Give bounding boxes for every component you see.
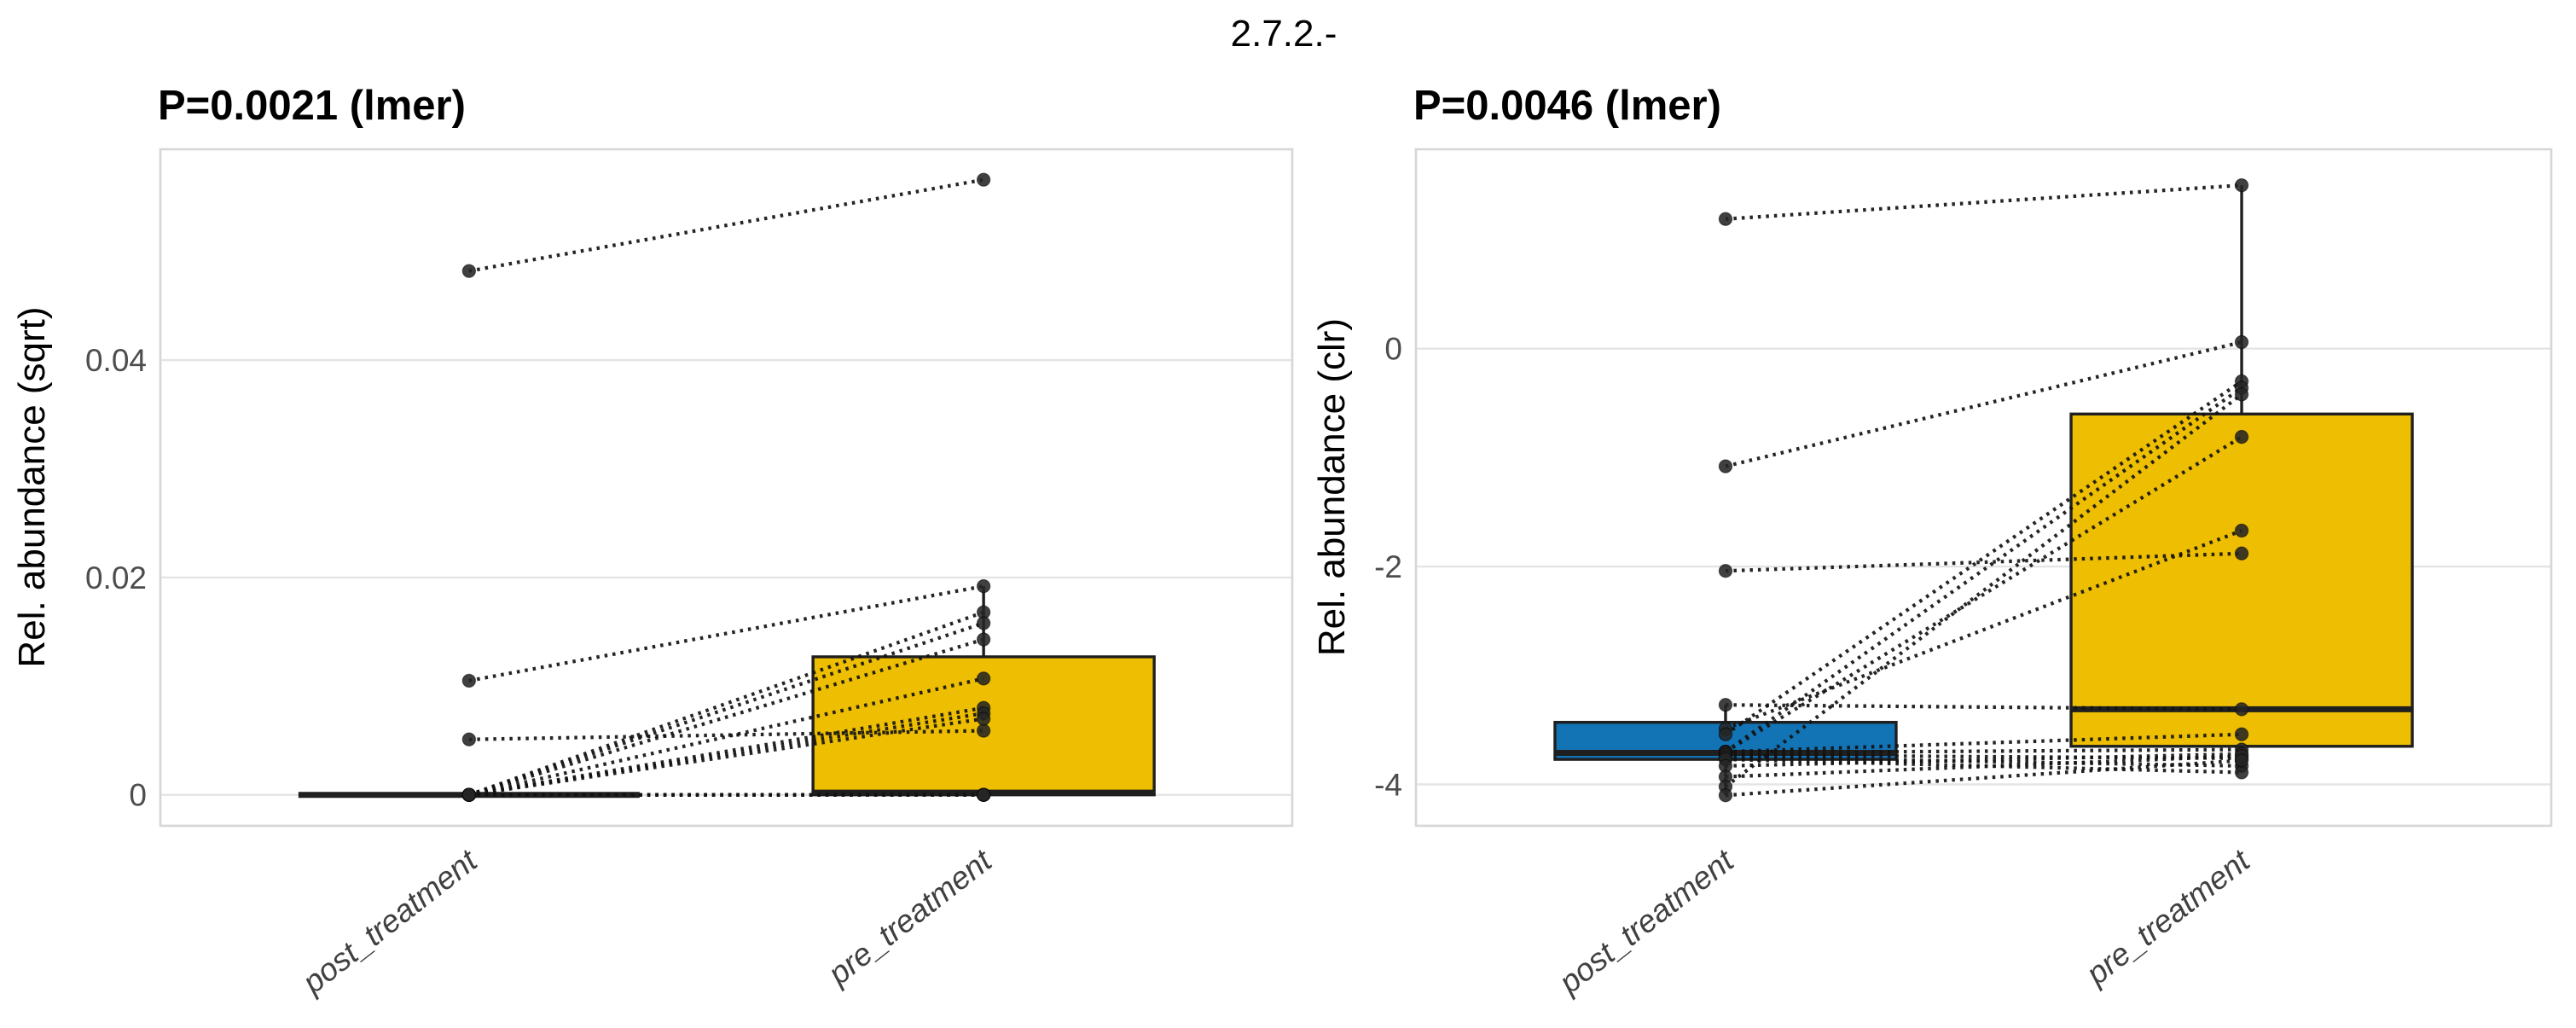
pair-line	[1725, 755, 2242, 768]
x-tick-label: post_treatment	[1552, 842, 1741, 1001]
data-point	[2234, 702, 2249, 717]
pair-line	[468, 677, 984, 797]
x-tick-label: post_treatment	[295, 842, 484, 1001]
data-point	[976, 787, 991, 802]
pair-line	[1725, 528, 2242, 731]
y-tick-label: 0	[1384, 332, 1402, 367]
data-point	[976, 578, 991, 594]
data-point	[1718, 563, 1733, 578]
panel-border	[1414, 148, 2553, 828]
data-point	[2234, 387, 2249, 402]
pair-line	[1725, 758, 2242, 798]
y-tick-label: 0.04	[85, 343, 147, 378]
y-tick-label: 0	[129, 778, 147, 813]
pair-line	[1725, 747, 2242, 755]
data-point	[461, 264, 477, 278]
data-point	[2234, 334, 2249, 350]
data-point	[976, 711, 991, 726]
data-point	[976, 632, 991, 647]
data-point	[2234, 753, 2249, 768]
x-tick-label: pre_treatment	[2079, 842, 2257, 992]
pair-line	[1725, 732, 2242, 754]
pair-line	[468, 177, 984, 273]
pair-line	[1725, 754, 2242, 779]
right-panel-subtitle: P=0.0046 (lmer)	[1413, 83, 1721, 129]
pair-line	[468, 637, 984, 797]
left-panel-subtitle: P=0.0021 (lmer)	[158, 83, 466, 129]
pair-line	[468, 717, 984, 797]
pair-line	[1725, 752, 2242, 768]
data-point	[1718, 788, 1733, 803]
data-point	[1718, 212, 1733, 226]
right-y-axis-title: Rel. abundance (clr)	[1311, 318, 1353, 656]
y-tick-label: -4	[1374, 767, 1402, 802]
data-point	[2234, 429, 2249, 444]
data-point	[1718, 727, 1733, 741]
data-point	[976, 723, 991, 738]
data-point	[2234, 546, 2249, 560]
pair-line	[468, 706, 984, 797]
data-point	[1718, 698, 1733, 712]
box-pre_treatment	[2069, 412, 2414, 748]
y-tick-label: -2	[1374, 549, 1402, 584]
pair-line	[1725, 758, 2242, 775]
main-title: 2.7.2.-	[1231, 13, 1337, 55]
x-tick-label: pre_treatment	[821, 842, 999, 992]
pair-line	[468, 711, 984, 797]
y-tick-label: 0.02	[85, 560, 147, 595]
data-point	[2234, 727, 2249, 741]
data-point	[1718, 459, 1733, 473]
pair-line	[1724, 392, 2243, 788]
pair-line	[468, 621, 984, 797]
right-panel: 0 -2 -4 post_treatment pre_treatment	[1374, 148, 2553, 1001]
data-point	[976, 616, 991, 630]
pair-line	[1725, 752, 2242, 760]
panel-border	[159, 148, 1294, 828]
pair-line	[1725, 551, 2242, 573]
data-point	[461, 673, 477, 688]
data-point	[461, 787, 477, 802]
pair-line	[468, 584, 984, 683]
left-y-axis-title: Rel. abundance (sqrt)	[11, 306, 53, 667]
data-point	[976, 172, 991, 187]
data-point	[2234, 177, 2249, 193]
data-point	[976, 671, 991, 686]
pair-line	[1725, 703, 2242, 711]
data-point	[461, 732, 477, 746]
data-point	[2234, 765, 2249, 780]
left-panel: 0 0.02 0.04 post_treatment pre_treatment	[85, 148, 1294, 1001]
data-point	[2234, 523, 2249, 538]
pair-line	[1724, 380, 2243, 736]
pair-line	[1724, 435, 2243, 753]
pair-line	[1725, 183, 2242, 221]
